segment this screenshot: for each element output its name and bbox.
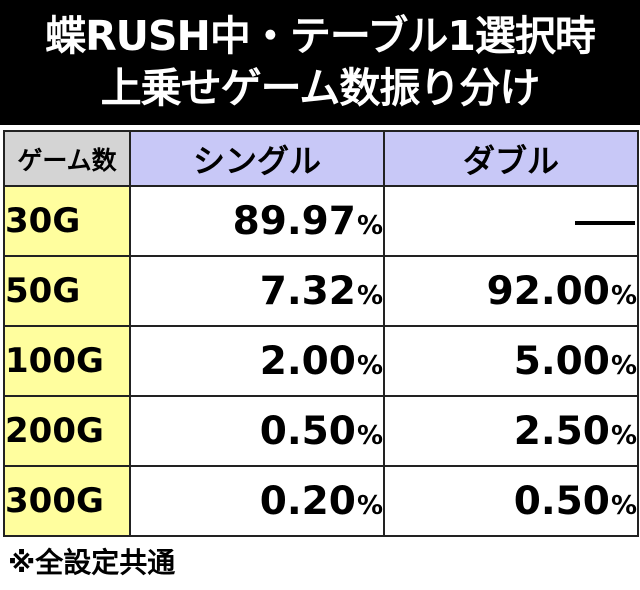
value-number: 0.20: [259, 478, 356, 524]
double-value: 5.00%: [383, 325, 639, 397]
rate-table: ゲーム数 シングル ダブル 30G 89.97% — 50G 7.32% 92.…: [3, 130, 639, 537]
value-number: 89.97: [232, 198, 356, 244]
double-value: 2.50%: [383, 395, 639, 467]
percent-unit: %: [610, 420, 637, 451]
dash-mark: [575, 221, 635, 225]
table-header-row: ゲーム数 シングル ダブル: [3, 130, 639, 187]
value-number: 0.50: [513, 478, 610, 524]
percent-unit: %: [356, 280, 383, 311]
percent-unit: %: [356, 490, 383, 521]
value-number: 0.50: [259, 408, 356, 454]
percent-unit: %: [356, 420, 383, 451]
table-row: 30G 89.97% —: [3, 185, 639, 257]
corner-label: ゲーム数: [3, 130, 131, 187]
double-value: —: [383, 185, 639, 257]
column-header-double: ダブル: [383, 130, 639, 187]
value-number: 5.00: [513, 338, 610, 384]
value-number: 7.32: [259, 268, 356, 314]
value-number: 2.50: [513, 408, 610, 454]
percent-unit: %: [610, 280, 637, 311]
row-label: 200G: [3, 395, 131, 467]
row-label: 100G: [3, 325, 131, 397]
single-value: 0.50%: [129, 395, 385, 467]
footnote: ※全設定共通: [8, 546, 176, 579]
percent-unit: %: [610, 350, 637, 381]
row-label: 30G: [3, 185, 131, 257]
table-row: 200G 0.50% 2.50%: [3, 395, 639, 467]
single-value: 2.00%: [129, 325, 385, 397]
column-header-single: シングル: [129, 130, 385, 187]
title-line-2: 上乗せゲーム数振り分け: [100, 64, 541, 112]
table-row: 50G 7.32% 92.00%: [3, 255, 639, 327]
title-line-1: 蝶RUSH中・テーブル1選択時: [45, 12, 596, 60]
single-value: 0.20%: [129, 465, 385, 537]
row-label: 300G: [3, 465, 131, 537]
value-number: 2.00: [259, 338, 356, 384]
percent-unit: %: [356, 350, 383, 381]
double-value: 0.50%: [383, 465, 639, 537]
single-value: 89.97%: [129, 185, 385, 257]
double-value: 92.00%: [383, 255, 639, 327]
percent-unit: %: [356, 210, 383, 241]
title-bar: 蝶RUSH中・テーブル1選択時 上乗せゲーム数振り分け: [0, 0, 640, 125]
table-row: 100G 2.00% 5.00%: [3, 325, 639, 397]
row-label: 50G: [3, 255, 131, 327]
percent-unit: %: [610, 490, 637, 521]
single-value: 7.32%: [129, 255, 385, 327]
table-row: 300G 0.20% 0.50%: [3, 465, 639, 537]
value-number: 92.00: [486, 268, 610, 314]
